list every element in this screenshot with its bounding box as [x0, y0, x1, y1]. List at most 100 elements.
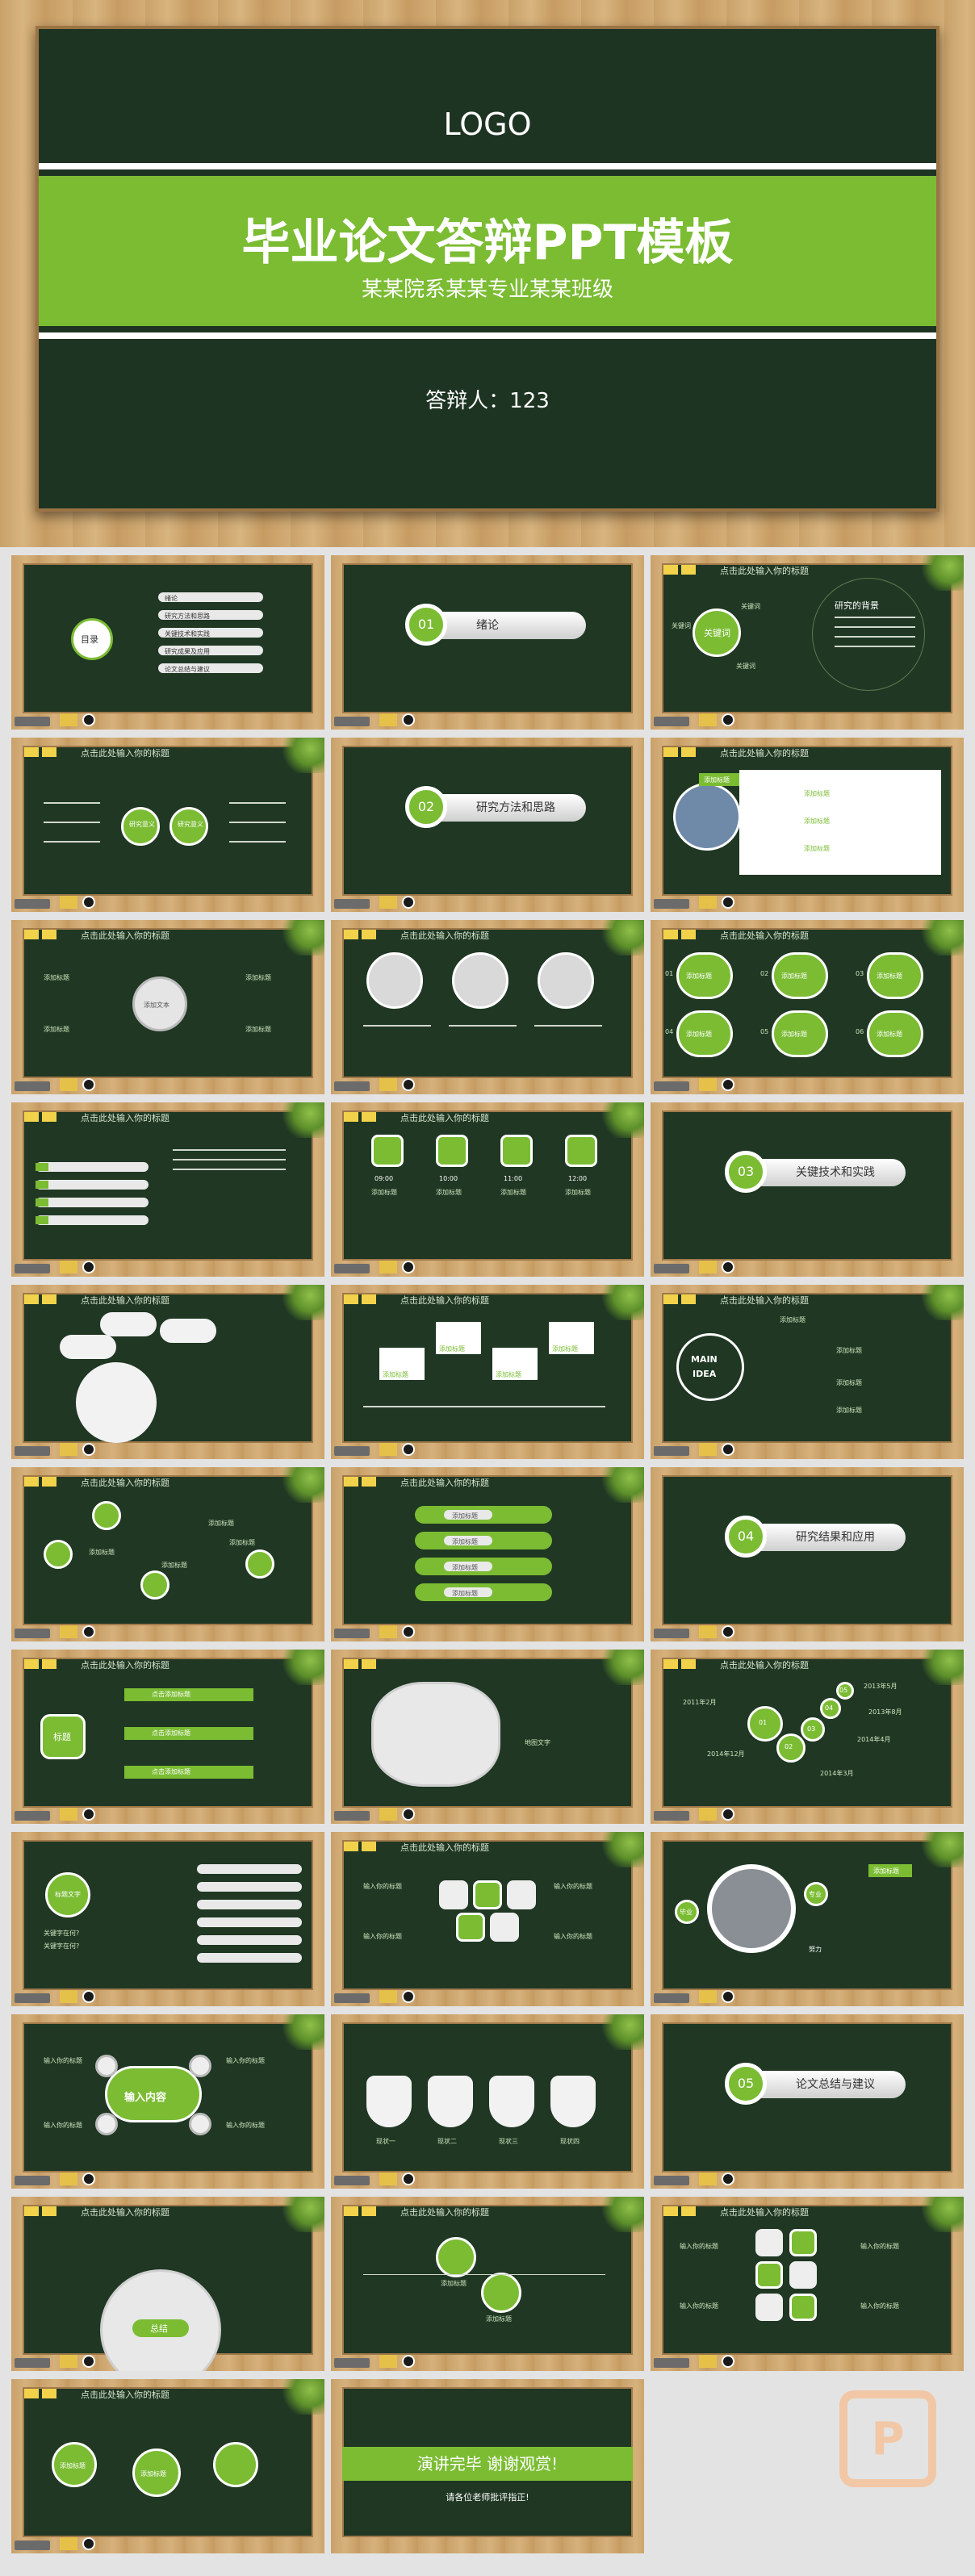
section-number: 03 — [725, 1151, 767, 1193]
puzzle-label-1: 输入你的标题 — [680, 2243, 718, 2250]
badge-label-2: 专业 — [809, 1891, 822, 1898]
slide-shields[interactable]: 现状一 现状二 现状三 现状四 — [331, 2014, 644, 2189]
slide-header: 点击此处输入你的标题 — [81, 1113, 169, 1123]
cover-band-bottom — [39, 332, 936, 339]
slide-header: 点击此处输入你的标题 — [81, 748, 169, 759]
bar-3 — [36, 1198, 149, 1207]
section-number: 05 — [725, 2063, 767, 2105]
year-3: 2013年8月 — [868, 1708, 902, 1716]
slide-header: 点击此处输入你的标题 — [400, 1478, 489, 1488]
slide-header: 点击此处输入你的标题 — [720, 930, 809, 941]
time-label-1: 添加标题 — [371, 1189, 397, 1196]
slide-input-content[interactable]: 输入内容 输入你的标题 输入你的标题 输入你的标题 输入你的标题 — [11, 2014, 324, 2189]
slide-main-idea[interactable]: 点击此处输入你的标题 MAIN IDEA 添加标题 添加标题 添加标题 添加标题 — [651, 1285, 964, 1459]
slide-two-circles[interactable]: 点击此处输入你的标题 添加标题 添加标题 — [331, 2197, 644, 2371]
circle-2 — [481, 2273, 521, 2313]
slide-head-bubbles[interactable]: 点击此处输入你的标题 — [11, 1285, 324, 1459]
arc-label-2: 添加标题 — [89, 1549, 115, 1556]
slide-center-text[interactable]: 点击此处输入你的标题 添加文本 添加标题 添加标题 添加标题 添加标题 — [11, 920, 324, 1094]
cover-board: LOGO 毕业论文答辩PPT模板 某某院系某某专业某某班级 答辩人：123 — [36, 26, 939, 512]
slide-header: 点击此处输入你的标题 — [81, 930, 169, 941]
circle-label-1: 添加标题 — [441, 2280, 467, 2287]
content-label-2: 输入你的标题 — [226, 2057, 265, 2064]
main-text: MAIN — [691, 1354, 718, 1365]
slide-section-04[interactable]: 研究结果和应用 04 — [651, 1467, 964, 1641]
slide-map[interactable]: 地图文字 — [331, 1650, 644, 1824]
shield-1 — [366, 2076, 412, 2127]
slide-timeline[interactable]: 点击此处输入你的标题 09:00 10:00 11:00 12:00 添加标题 … — [331, 1102, 644, 1277]
hex-2 — [473, 1880, 502, 1909]
slide-photo-list[interactable]: 点击此处输入你的标题 添加标题 添加标题 添加标题 添加标题 — [651, 738, 964, 912]
slide-pill-list[interactable]: 点击此处输入你的标题 添加标题 添加标题 添加标题 添加标题 — [331, 1467, 644, 1641]
slide-header: 点击此处输入你的标题 — [81, 2207, 169, 2218]
bar-4 — [36, 1215, 149, 1225]
slide-bars[interactable]: 点击此处输入你的标题 — [11, 1102, 324, 1277]
map-note: 地图文字 — [525, 1739, 550, 1746]
slide-hexagon-grid[interactable]: 点击此处输入你的标题 输入你的标题 输入你的标题 输入你的标题 输入你的标题 — [331, 1832, 644, 2006]
slide-hexagon-list[interactable]: 点击此处输入你的标题 标题 点击添加标题 点击添加标题 点击添加标题 — [11, 1650, 324, 1824]
slide-background[interactable]: 点击此处输入你的标题 关键词 关键词 关键词 关键词 研究的背景 — [651, 555, 964, 730]
slide-header: 点击此处输入你的标题 — [81, 1660, 169, 1671]
slide-section-03[interactable]: 关键技术和实践 03 — [651, 1102, 964, 1277]
slide-team-photo[interactable]: 毕业 专业 努力 添加标题 — [651, 1832, 964, 2006]
slide-gears[interactable]: 点击此处输入你的标题 添加标题 添加标题 — [11, 2379, 324, 2553]
slide-section-02[interactable]: 研究方法和思路 02 — [331, 738, 644, 912]
hex-4 — [456, 1913, 485, 1942]
bubble-1 — [60, 1335, 116, 1359]
slide-puzzle-icons[interactable]: 点击此处输入你的标题 输入你的标题 输入你的标题 输入你的标题 输入你的标题 — [651, 2197, 964, 2371]
slide-header: 点击此处输入你的标题 — [81, 2390, 169, 2400]
item-3: 添加标题 — [245, 974, 271, 981]
pill-label-4: 添加标题 — [452, 1590, 478, 1597]
puzzle-2 — [789, 2229, 817, 2256]
slide-three-photos[interactable]: 点击此处输入你的标题 — [331, 920, 644, 1094]
chain-4 — [820, 1698, 841, 1719]
arc-label-1: 添加标题 — [208, 1520, 234, 1527]
slide-six-rings[interactable]: 点击此处输入你的标题 添加标题 添加标题 添加标题 添加标题 添加标题 添加标题… — [651, 920, 964, 1094]
slide-section-01[interactable]: 绪论 01 — [331, 555, 644, 730]
ring-label-4: 添加标题 — [686, 1031, 712, 1038]
item-1: 添加标题 — [44, 974, 69, 981]
photo-tag: 添加标题 — [704, 776, 730, 784]
cover-presenter: 答辩人：123 — [425, 389, 550, 413]
slide-section-05[interactable]: 论文总结与建议 05 — [651, 2014, 964, 2189]
agenda-text-2: 研究方法和思路 — [165, 613, 210, 620]
idea-item-2: 添加标题 — [836, 1347, 862, 1354]
arc-icon-3 — [140, 1570, 169, 1600]
arc-icon-4 — [245, 1549, 274, 1579]
gear-icon-3 — [213, 2442, 258, 2487]
keyword-2: 关键词 — [741, 603, 760, 610]
pill-label-2: 添加标题 — [452, 1538, 478, 1545]
hex-item-2: 点击添加标题 — [152, 1729, 190, 1737]
gear-icon-2 — [132, 2448, 181, 2497]
ending-subtitle: 请各位老师批评指正! — [446, 2492, 529, 2503]
ring-3 — [867, 952, 923, 999]
slide-brace-list[interactable]: 标题文字 关键字在何? 关键字在何? — [11, 1832, 324, 2006]
slide-significance[interactable]: 点击此处输入你的标题 研究意义 研究意义 — [11, 738, 324, 912]
shield-label-1: 现状一 — [376, 2138, 395, 2145]
ring-num-3: 03 — [856, 970, 864, 977]
team-tag: 添加标题 — [873, 1867, 899, 1875]
time-icon-2 — [436, 1135, 468, 1167]
slide-summary-fan[interactable]: 点击此处输入你的标题 总结 — [11, 2197, 324, 2371]
tree-label-3: 添加标题 — [496, 1371, 521, 1378]
ring-1 — [676, 952, 733, 999]
year-1: 2013年5月 — [864, 1683, 898, 1690]
chain-3 — [801, 1717, 825, 1742]
section-number: 02 — [405, 786, 447, 828]
slide-tree[interactable]: 点击此处输入你的标题 添加标题 添加标题 添加标题 添加标题 — [331, 1285, 644, 1459]
cover-title: 毕业论文答辩PPT模板 — [241, 215, 734, 271]
hexagon — [40, 1714, 86, 1759]
keyword-1: 关键词 — [672, 622, 691, 629]
slide-ending[interactable]: 演讲完毕 谢谢观赏! 请各位老师批评指正! — [331, 2379, 644, 2553]
puzzle-6 — [789, 2294, 817, 2321]
ring-num-1: 01 — [665, 970, 674, 977]
slide-header: 点击此处输入你的标题 — [720, 566, 809, 576]
content-node-4 — [189, 2113, 211, 2135]
slide-arc-icons[interactable]: 点击此处输入你的标题 添加标题 添加标题 添加标题 添加标题 — [11, 1467, 324, 1641]
slide-chain[interactable]: 点击此处输入你的标题 01 02 03 04 05 2013年5月 2011年2… — [651, 1650, 964, 1824]
slide-header: 点击此处输入你的标题 — [720, 1660, 809, 1671]
section-pill: 研究结果和应用 — [744, 1524, 906, 1551]
tree-card-4 — [549, 1322, 594, 1354]
keyword-center: 关键词 — [704, 628, 730, 638]
slide-agenda[interactable]: 目录 绪论 研究方法和思路 关键技术和实践 研究成果及应用 论文总结与建议 — [11, 555, 324, 730]
